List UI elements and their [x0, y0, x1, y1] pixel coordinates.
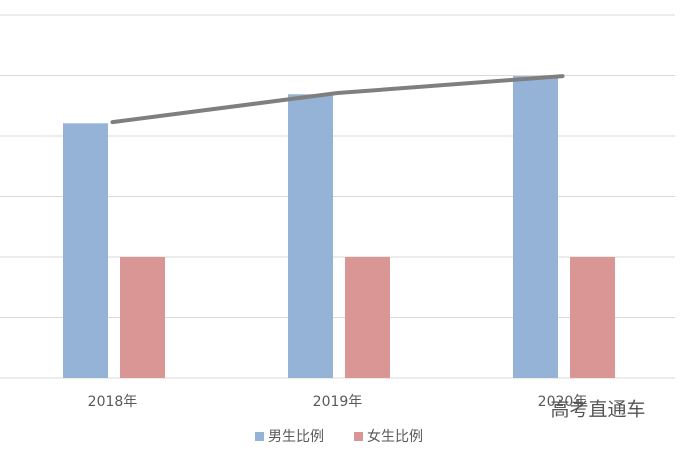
legend-swatch [255, 432, 264, 441]
bar [288, 94, 333, 378]
x-tick-label: 2019年 [313, 394, 363, 410]
bar [63, 123, 108, 378]
x-tick-label: 2018年 [88, 394, 138, 410]
bar [513, 76, 558, 378]
bar [570, 257, 615, 378]
legend-label: 男生比例 [268, 429, 324, 445]
x-tick-label: 2020年 [538, 394, 588, 410]
trend-line [110, 74, 565, 125]
legend-label: 女生比例 [367, 428, 423, 445]
legend-swatch [354, 432, 363, 441]
bar [345, 257, 390, 378]
bar [120, 257, 165, 378]
watermark: 高考直通车 [550, 399, 645, 421]
